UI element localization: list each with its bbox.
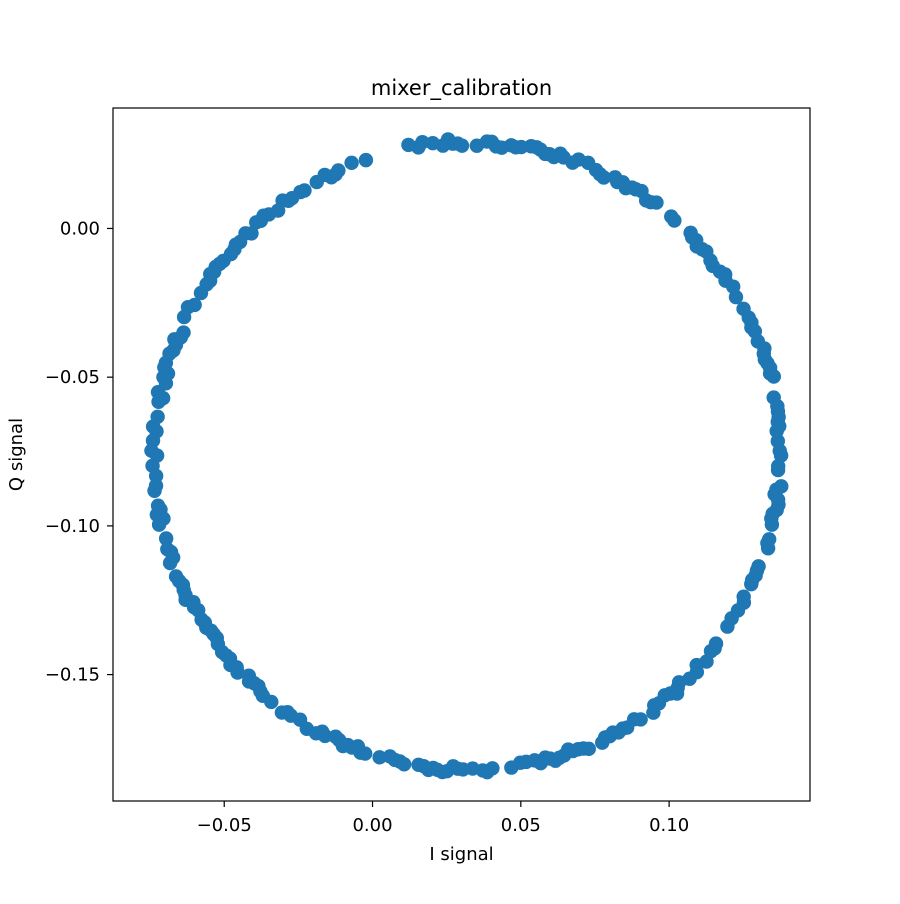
scatter-point [158, 531, 174, 546]
scatter-point [761, 532, 777, 547]
scatter-point [396, 757, 412, 772]
scatter-point [708, 636, 724, 651]
scatter-point [358, 152, 374, 168]
x-tick-label: −0.05 [197, 815, 252, 836]
scatter-point [193, 285, 209, 301]
scatter-point [264, 694, 279, 710]
scatter-point [581, 741, 596, 757]
scatter-point [485, 761, 500, 776]
scatter-point [751, 559, 766, 574]
x-tick-label: 0.00 [352, 815, 392, 836]
y-axis-label: Q signal [6, 418, 27, 491]
scatter-point [736, 301, 751, 317]
scatter-point [151, 517, 167, 532]
scatter-point [162, 555, 178, 571]
scatter-point [633, 712, 648, 727]
x-axis-ticks: −0.05 0.00 0.05 0.10 [197, 801, 689, 836]
scatter-point [774, 479, 789, 494]
scatter-point [344, 155, 359, 171]
scatter-point [357, 746, 373, 761]
scatter-point [372, 750, 387, 765]
scatter-point [766, 390, 781, 405]
scatter-point [176, 309, 192, 325]
scatter-point [249, 215, 264, 230]
chart-title: mixer_calibration [371, 76, 552, 101]
scatter-point [770, 459, 786, 474]
scatter-point [469, 138, 485, 153]
plot-area-frame [112, 107, 811, 802]
scatter-point [309, 174, 324, 190]
y-tick-label: 0.00 [60, 218, 100, 239]
x-tick-label: 0.10 [649, 815, 689, 836]
scatter-point [230, 665, 245, 680]
x-tick-label: 0.05 [501, 815, 541, 836]
y-axis-ticks: 0.00 −0.05 −0.10 −0.15 [45, 218, 113, 686]
scatter-point [151, 394, 166, 409]
y-tick-label: −0.10 [45, 516, 100, 537]
y-tick-label: −0.05 [45, 367, 100, 388]
scatter-point [317, 728, 333, 744]
x-axis-label: I signal [429, 844, 493, 865]
scatter-point [607, 170, 623, 185]
scatter-point [401, 137, 416, 153]
scatter-point [147, 483, 162, 498]
scatter-points [144, 132, 789, 780]
y-tick-label: −0.15 [45, 665, 100, 686]
scatter-point [664, 209, 679, 224]
scatter-point [683, 225, 698, 241]
scatter-point [736, 589, 751, 604]
scatter-point [425, 136, 440, 151]
